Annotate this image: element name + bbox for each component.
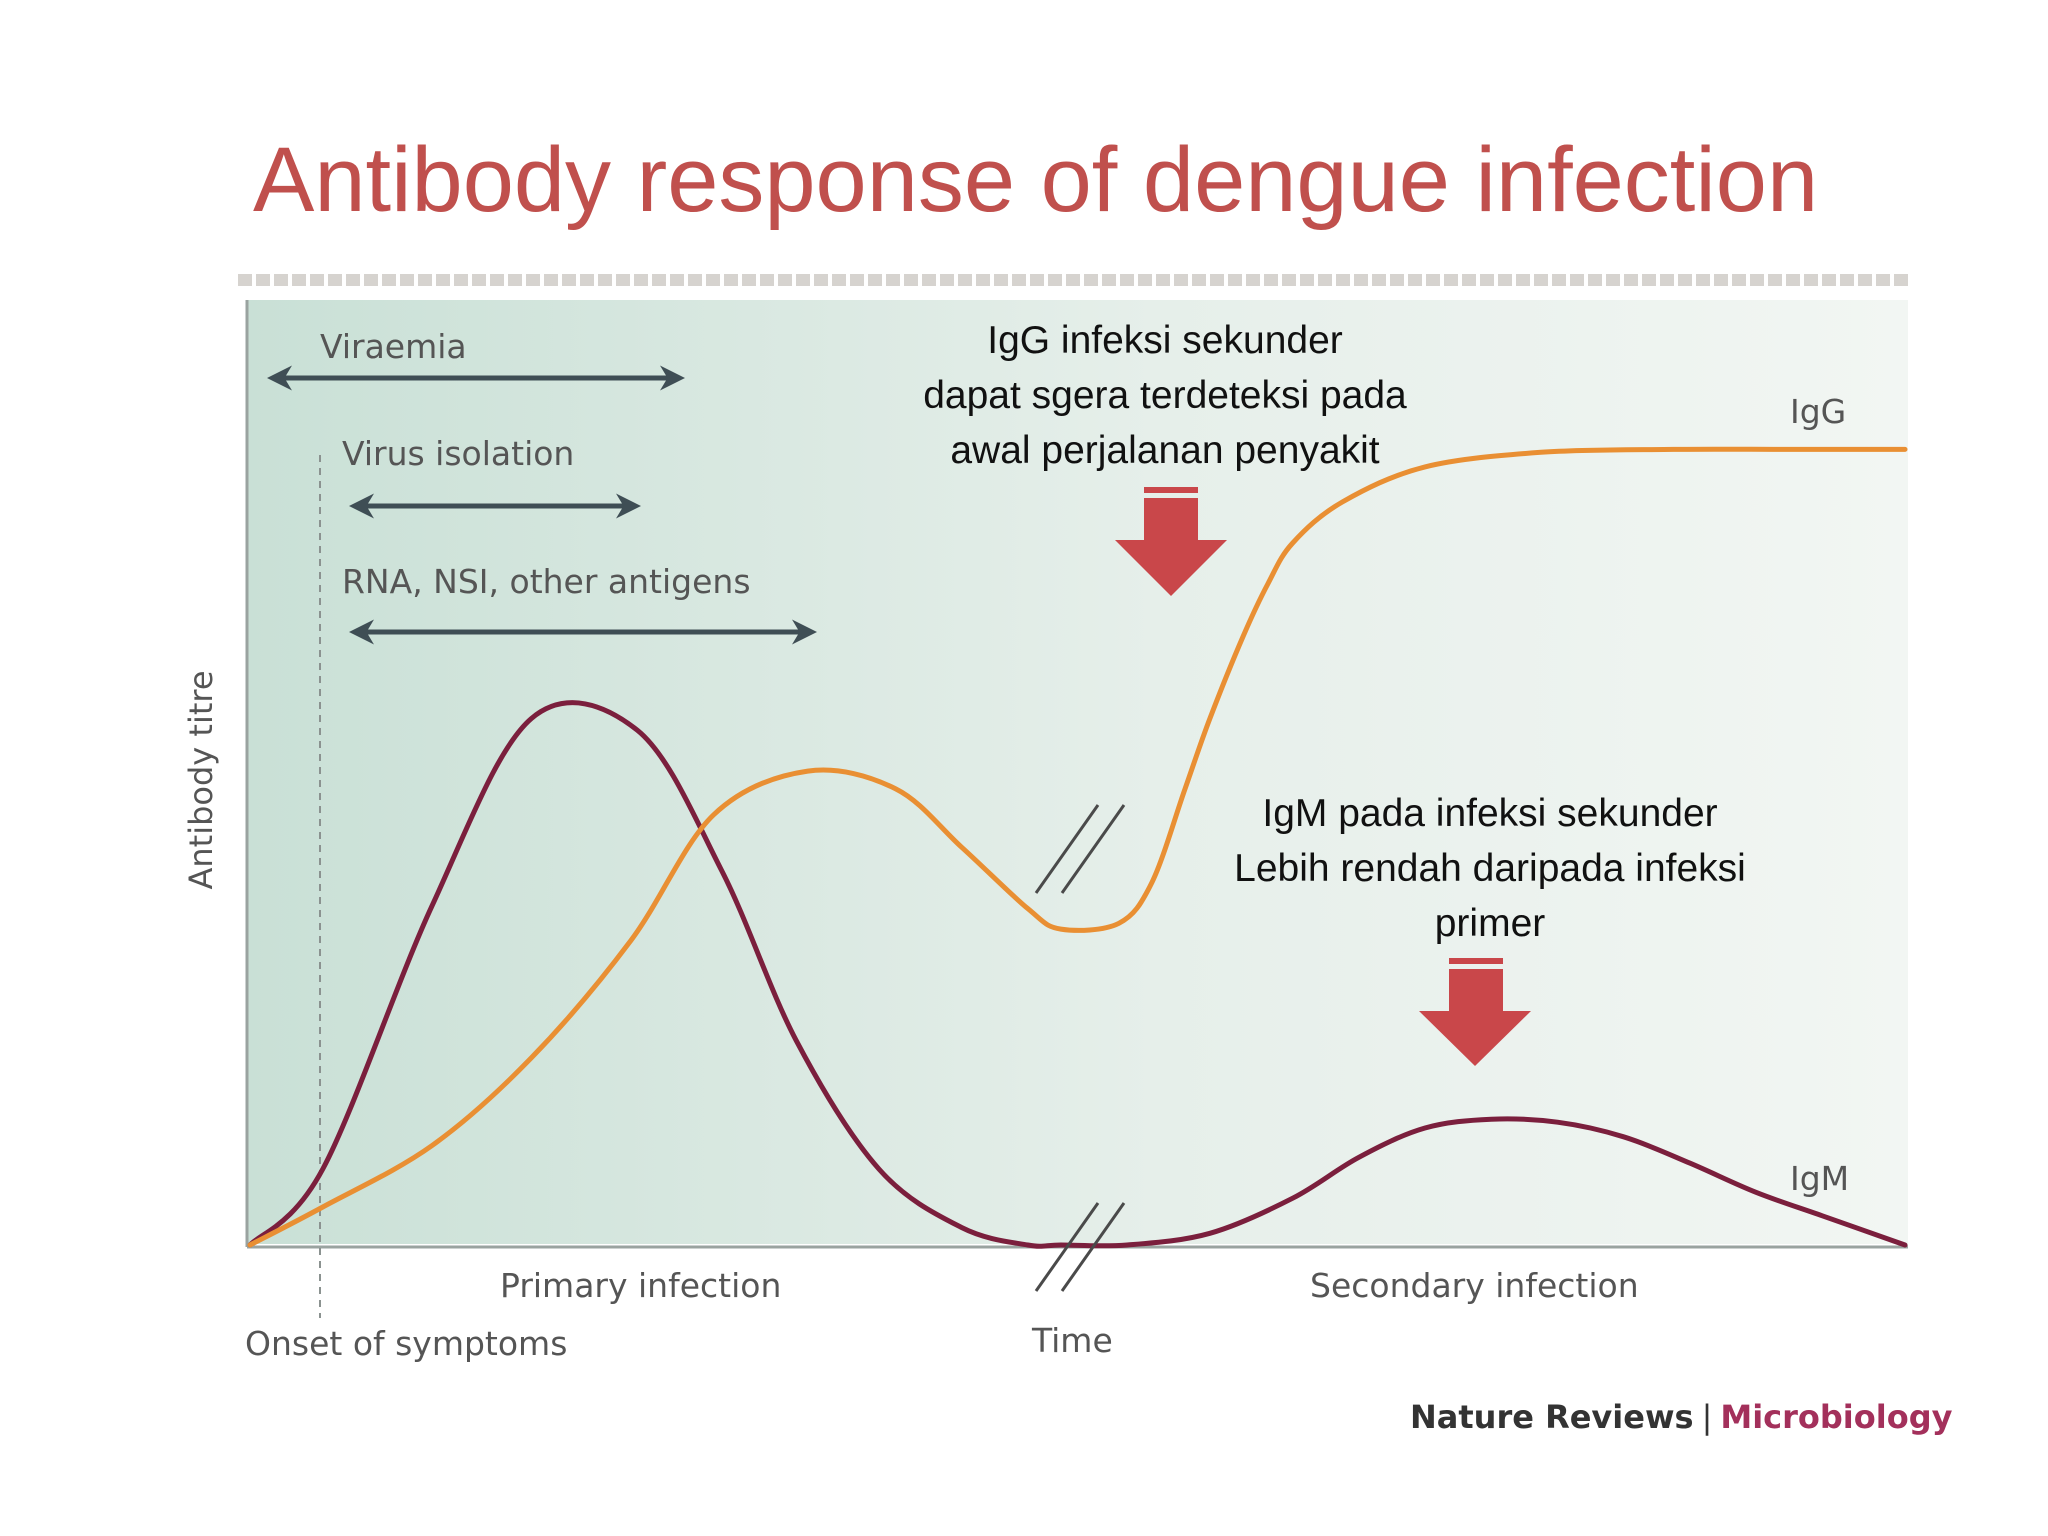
igm-annotation: IgM pada infeksi sekunder Lebih rendah d… bbox=[1234, 792, 1746, 945]
phase-arrows: Viraemia Virus isolation RNA, NSI, other… bbox=[267, 327, 817, 645]
x-label-onset: Onset of symptoms bbox=[245, 1324, 567, 1363]
credit-section: Microbiology bbox=[1720, 1398, 1953, 1436]
axis-break-mid bbox=[1034, 804, 1126, 894]
igg-callout-arrow bbox=[1115, 487, 1227, 596]
plot-background bbox=[247, 300, 1908, 1244]
igm-callout-arrow bbox=[1419, 958, 1531, 1066]
credit-journal: Nature Reviews bbox=[1410, 1398, 1694, 1436]
virus-isolation-label: Virus isolation bbox=[342, 434, 574, 473]
igm-annotation-line-2: Lebih rendah daripada infeksi bbox=[1234, 847, 1746, 890]
series-layer bbox=[247, 446, 1908, 1249]
figure-credit: Nature Reviews | Microbiology bbox=[1410, 1398, 1952, 1436]
axis-break-bottom bbox=[1034, 1202, 1126, 1292]
igg-curve bbox=[247, 446, 1908, 1248]
igm-series-label: IgM bbox=[1790, 1159, 1849, 1198]
credit-separator: | bbox=[1701, 1398, 1713, 1436]
igg-annotation: IgG infeksi sekunder dapat sgera terdete… bbox=[923, 319, 1407, 472]
igg-annotation-line-1: IgG infeksi sekunder bbox=[987, 319, 1343, 362]
igm-curve bbox=[247, 700, 1908, 1249]
y-axis-label: Antibody titre bbox=[182, 670, 220, 889]
igm-annotation-line-1: IgM pada infeksi sekunder bbox=[1262, 792, 1717, 835]
igg-annotation-line-2: dapat sgera terdeteksi pada bbox=[923, 374, 1407, 417]
x-label-primary: Primary infection bbox=[500, 1266, 781, 1305]
slide-title: Antibody response of dengue infection bbox=[253, 129, 1819, 231]
antigens-label: RNA, NSI, other antigens bbox=[342, 562, 751, 601]
igm-annotation-line-3: primer bbox=[1435, 902, 1546, 945]
igg-annotation-line-3: awal perjalanan penyakit bbox=[950, 429, 1379, 472]
viraemia-label: Viraemia bbox=[320, 327, 467, 366]
x-label-time: Time bbox=[1031, 1321, 1113, 1360]
igg-series-label: IgG bbox=[1790, 392, 1846, 431]
title-divider bbox=[238, 274, 1908, 286]
x-label-secondary: Secondary infection bbox=[1310, 1266, 1639, 1305]
